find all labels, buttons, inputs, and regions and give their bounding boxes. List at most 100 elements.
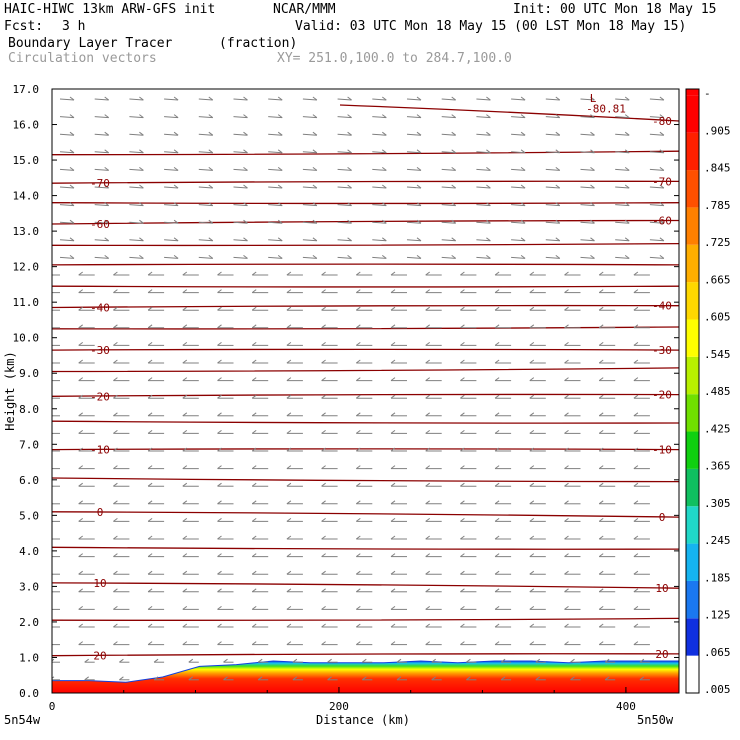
vector-arrow-head [286,377,292,382]
vector-arrow [129,133,144,136]
vector-arrow-head [390,500,396,505]
vector-arrow-head [52,658,55,662]
vector-arrow-head [564,359,569,364]
vector-arrow-head [251,341,257,346]
vector-arrow-head [460,447,465,452]
vector-arrow-head [321,306,326,311]
vector-arrow-head [590,202,595,207]
colorbar-label: .185 [704,571,731,584]
vector-arrow-head [217,324,222,329]
contour-line [52,242,679,247]
vector-arrow-head [598,518,604,522]
vector-arrow [302,239,317,242]
vector-arrow-head [381,114,387,118]
vector-arrow-head [494,429,500,434]
colorbar-swatch [686,319,699,357]
vector-arrow-head [416,96,422,101]
vector-arrow-head [381,96,387,101]
vector-arrow-head [355,306,361,311]
vector-arrow [476,151,491,154]
vector-arrow-head [520,219,526,224]
vector-arrow-head [78,588,83,593]
vector-arrow-head [486,184,491,189]
vector-arrow [233,116,248,119]
colorbar-swatch [686,431,699,469]
vector-arrow-head [208,166,214,171]
vector-arrow-head [529,500,535,505]
vector-arrow [268,151,283,154]
vector-arrow-head [188,676,194,681]
vector-arrow-head [555,114,561,118]
vector-arrow-head [416,254,422,259]
vector-arrow-head [460,377,465,382]
contour-label-left: 0 [97,506,104,519]
vector-arrow-head [659,184,665,189]
vector-arrow-head [598,394,604,399]
vector-arrow-head [633,588,639,593]
vector-arrow [94,168,109,171]
vector-arrow-head [251,623,257,628]
vector-arrow-head [182,500,188,505]
vector-arrow-head [633,359,639,364]
cross-section-coords: XY= 251.0,100.0 to 284.7,100.0 [277,51,512,66]
vector-arrow-head [312,184,318,189]
vector-arrow-head [286,465,292,470]
vector-arrow-head [321,465,326,470]
vector-arrow-head [321,289,326,294]
vector-arrow-head [78,623,83,628]
vector-arrow-head [113,412,118,417]
vector-arrow [615,221,630,224]
vector-arrow [545,133,560,136]
vector-arrow-head [44,272,48,275]
vector-arrow-head [69,114,75,118]
contour-label-left: -10 [90,444,110,457]
vector-arrow [406,239,422,242]
vector-arrow-head [598,412,604,417]
vector-arrow-head [182,518,188,522]
vector-arrow [580,133,595,136]
vector-arrow [268,98,283,101]
vector-arrow [164,151,179,154]
vector-arrow [164,204,179,207]
vector-arrow-head [633,518,639,522]
vector-arrow-head [529,306,535,311]
vector-arrow [164,256,179,259]
vector-arrow-head [217,289,222,294]
vector-arrow-head [78,324,83,329]
vector-arrow-head [321,588,326,593]
vector-arrow-head [451,149,457,154]
vector-arrow [615,256,630,259]
vector-arrow-head [494,623,500,628]
vector-arrow-head [633,447,639,452]
vector-arrow-head [633,324,639,329]
vector-arrow [302,168,317,171]
temperature-contours [52,104,679,657]
vector-arrow-head [633,289,639,294]
vector-arrow-head [104,202,109,207]
y-tick-label: 9.0 [19,367,39,380]
vector-arrow-head [425,324,431,329]
vector-arrow-head [147,394,153,399]
vector-arrow-head [529,465,535,470]
vector-arrow-head [251,588,257,593]
vector-arrow [268,186,283,189]
vector-arrow-head [147,289,153,294]
contour-line [52,582,679,589]
contour-labels: 20 20 10 10 0 0 -10 -10 -20 -20 -30 -30 -40 -40 -60 -60… [90,92,672,663]
contour-label-right: -10 [652,444,672,457]
vector-arrow-head [659,202,665,207]
vector-arrow-head [147,306,153,311]
vector-arrow-head [173,254,179,259]
vector-arrow-head [494,271,500,276]
vector-arrow-head [529,359,535,364]
vector-arrow [94,116,109,119]
vector-arrow-head [78,518,83,522]
vector-arrow [129,221,144,224]
vector-arrow-head [257,676,263,681]
vector-arrow-head [555,254,561,259]
vector-arrow [406,186,422,189]
vector-arrow-head [139,149,144,154]
vector-arrow-head [188,658,194,663]
vector-arrow [129,186,144,189]
contour-label-left: -40 [90,302,110,315]
